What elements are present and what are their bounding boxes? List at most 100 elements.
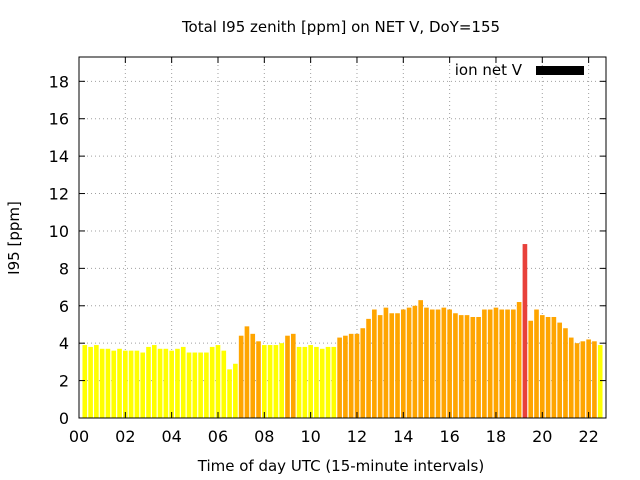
bar — [186, 352, 192, 418]
bar — [256, 341, 261, 418]
bar — [499, 309, 505, 418]
bar — [487, 309, 493, 418]
y-tick-label: 18 — [49, 72, 69, 91]
bar — [458, 315, 464, 418]
bar — [308, 345, 313, 418]
bar — [545, 316, 551, 418]
bar — [551, 316, 557, 418]
y-tick-label: 6 — [59, 297, 69, 316]
bar — [140, 352, 146, 418]
bar — [563, 328, 568, 418]
bar — [250, 333, 256, 418]
bar — [99, 348, 105, 418]
y-axis-title: I95 [ppm] — [5, 201, 23, 275]
bar — [302, 346, 308, 418]
bar — [175, 348, 180, 418]
bar — [233, 363, 238, 418]
bar — [285, 335, 290, 418]
bar — [395, 313, 400, 418]
bar — [557, 322, 562, 418]
bar — [314, 346, 319, 418]
y-tick-label: 16 — [49, 110, 69, 129]
bar — [319, 348, 325, 418]
bar — [592, 341, 597, 418]
bar — [505, 309, 510, 418]
legend-swatch — [536, 66, 584, 75]
bar — [88, 346, 93, 418]
bar — [290, 333, 296, 418]
bar — [273, 345, 279, 418]
bar — [493, 307, 499, 418]
legend: ion net V — [455, 61, 584, 79]
y-tick-label: 2 — [59, 372, 69, 391]
bar — [337, 337, 342, 418]
bar — [441, 307, 447, 418]
legend-label: ion net V — [455, 61, 523, 79]
bar — [418, 300, 423, 418]
x-tick-label: 04 — [161, 427, 181, 446]
bar — [516, 302, 522, 418]
bar — [204, 352, 209, 418]
bar — [151, 345, 157, 418]
y-tick-labels: 0 2 4 6 8 10 12 14 16 18 — [49, 72, 69, 428]
bar — [534, 309, 539, 418]
bar — [331, 346, 337, 418]
y-tick-label: 8 — [59, 259, 69, 278]
plot-border — [78, 56, 607, 419]
x-tick-label: 02 — [115, 427, 135, 446]
bar — [279, 343, 285, 418]
x-tick-labels: 00 02 04 06 08 10 12 14 16 18 20 22 — [69, 427, 599, 446]
bar — [366, 318, 371, 418]
bar — [111, 350, 117, 418]
x-tick-label: 08 — [254, 427, 274, 446]
bar — [198, 352, 203, 418]
bar — [539, 315, 545, 418]
bar — [94, 345, 99, 418]
bar — [117, 348, 122, 418]
bar — [476, 316, 481, 418]
bar — [267, 345, 273, 418]
bar — [377, 315, 383, 418]
bar — [354, 333, 360, 418]
bar — [82, 345, 88, 418]
bar — [105, 348, 111, 418]
bar — [574, 343, 580, 418]
x-tick-label: 00 — [69, 427, 89, 446]
bar — [447, 309, 452, 418]
bar — [511, 309, 516, 418]
y-tick-label: 12 — [49, 185, 69, 204]
bar — [325, 346, 331, 418]
y-tick-label: 10 — [49, 222, 69, 241]
bar — [348, 333, 354, 418]
bar — [360, 328, 366, 418]
bar — [227, 369, 232, 418]
bar — [597, 345, 603, 418]
x-tick-label: 14 — [393, 427, 413, 446]
bar — [528, 320, 534, 418]
bar — [215, 345, 221, 418]
y-tick-label: 14 — [49, 147, 69, 166]
x-tick-label: 10 — [300, 427, 320, 446]
chart-title: Total I95 zenith [ppm] on NET V, DoY=155 — [181, 18, 500, 36]
bar — [296, 346, 302, 418]
bar — [406, 307, 412, 418]
x-tick-label: 12 — [347, 427, 367, 446]
bar — [453, 313, 458, 418]
bar — [470, 316, 476, 418]
bar — [157, 348, 163, 418]
bar — [163, 348, 169, 418]
axis-ticks — [78, 57, 606, 419]
bar — [221, 350, 227, 418]
bar — [586, 339, 591, 418]
bars — [82, 244, 603, 418]
bar — [412, 305, 418, 418]
bar — [180, 346, 186, 418]
x-tick-label: 16 — [439, 427, 459, 446]
bar — [389, 313, 395, 418]
y-tick-label: 0 — [59, 409, 69, 428]
bar — [128, 350, 134, 418]
bar — [568, 337, 574, 418]
bar — [580, 341, 586, 418]
bar — [424, 307, 429, 418]
